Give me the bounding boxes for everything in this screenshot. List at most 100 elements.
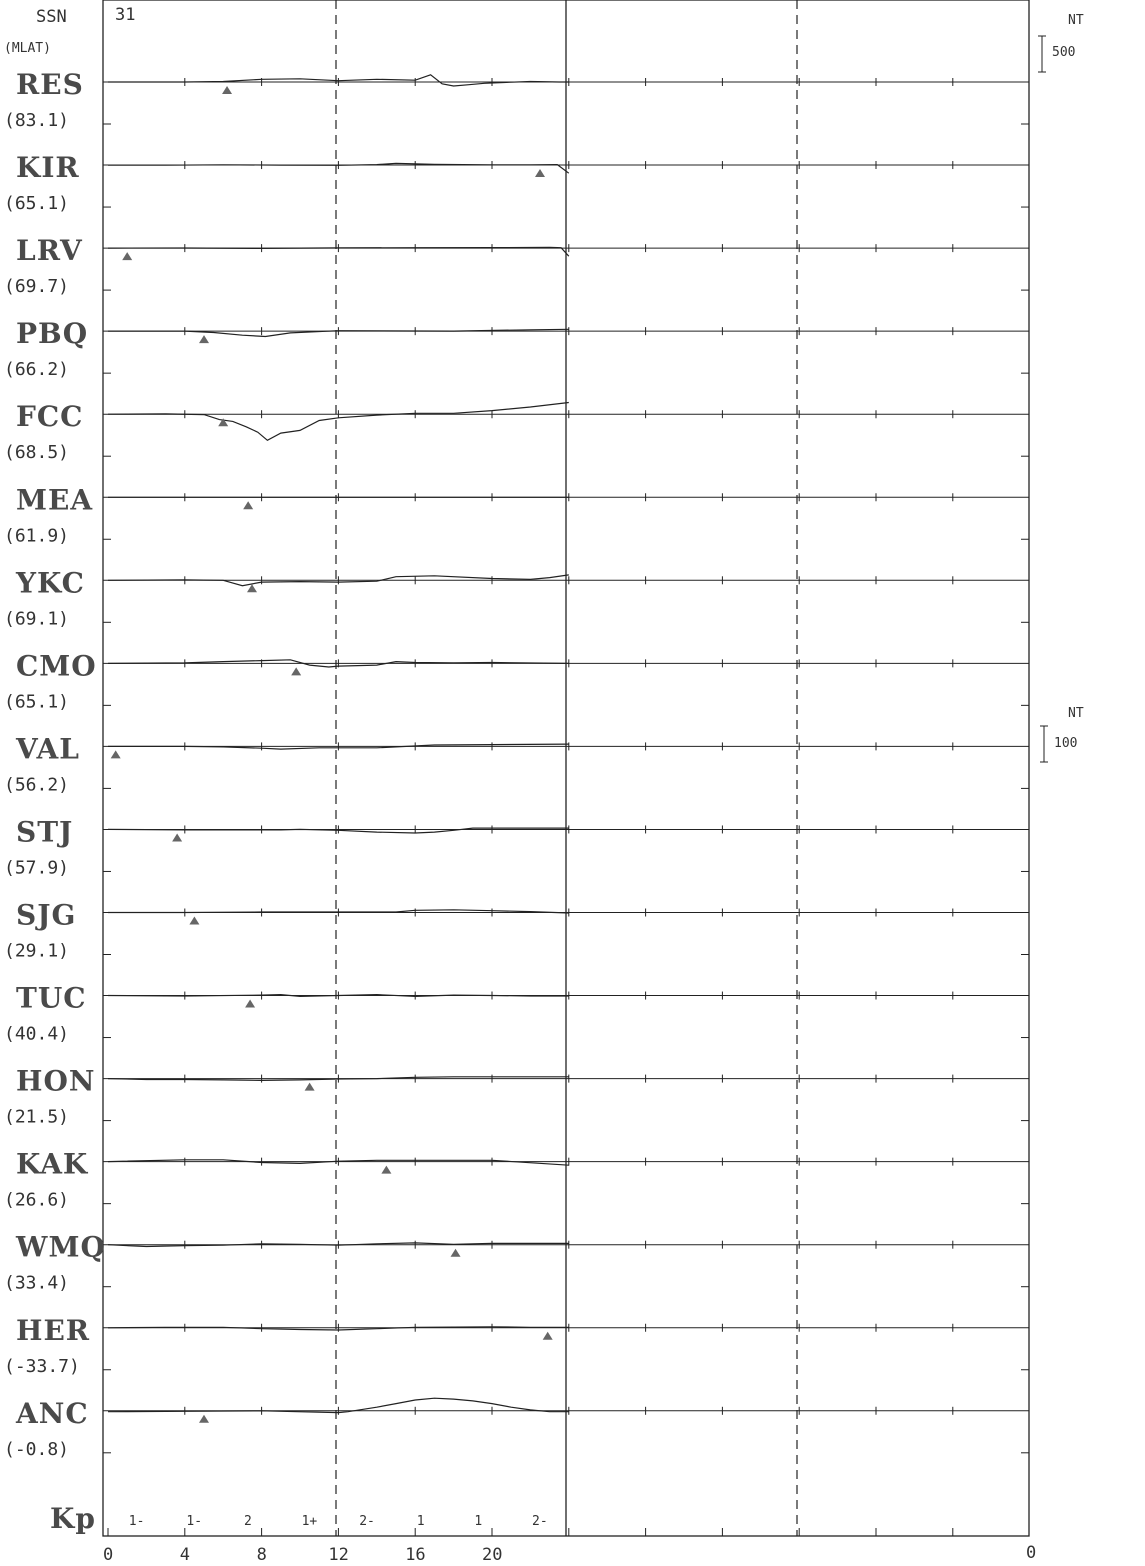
station-wmq: WMQ (33.4): [4, 1231, 1029, 1294]
station-mlat: (69.1): [4, 608, 69, 629]
station-code: VAL: [15, 732, 80, 765]
local-noon-marker: [172, 833, 183, 842]
station-mlat: (83.1): [4, 110, 69, 131]
station-kak: KAK (26.6): [4, 1148, 1029, 1211]
scale-value-top: 500: [1052, 45, 1075, 60]
trace-line: [107, 1159, 569, 1166]
station-mlat: (66.2): [4, 359, 69, 380]
station-mlat: (21.5): [4, 1107, 69, 1128]
station-her: HER (-33.7): [4, 1314, 1029, 1377]
local-noon-marker: [450, 1248, 461, 1257]
station-mlat: (26.6): [4, 1190, 69, 1211]
kp-value: 1: [474, 1514, 482, 1529]
trace-line: [107, 1326, 569, 1331]
local-noon-marker: [247, 584, 257, 593]
trace-line: [107, 659, 569, 668]
station-code: FCC: [16, 400, 83, 433]
station-code: RES: [16, 68, 84, 101]
station-mlat: (-33.7): [4, 1356, 80, 1377]
station-mlat: (-0.8): [4, 1439, 69, 1460]
station-fcc: FCC (68.5): [4, 400, 1029, 463]
station-tuc: TUC (40.4): [4, 982, 1029, 1045]
local-noon-marker: [304, 1082, 315, 1091]
station-kir: KIR (65.1): [4, 151, 1029, 214]
station-code: PBQ: [16, 317, 88, 350]
station-mlat: (69.7): [4, 276, 69, 297]
trace-line: [107, 401, 569, 442]
kp-value: 1+: [302, 1514, 318, 1529]
kp-value: 1: [417, 1514, 425, 1529]
day-label: 31: [115, 5, 135, 25]
local-noon-marker: [199, 1414, 209, 1423]
kp-value: 1-: [186, 1514, 202, 1529]
station-anc: ANC (-0.8): [4, 1397, 1029, 1460]
station-mlat: (57.9): [4, 857, 69, 878]
kp-value: 2-: [532, 1514, 548, 1529]
station-sjg: SJG (29.1): [4, 899, 1029, 962]
stations: RES (83.1) KIR (65.1) LRV (69.7) PBQ (66.2) FCC (…: [4, 68, 1029, 1460]
x-tick-label: 16: [405, 1545, 425, 1565]
station-code: STJ: [16, 815, 73, 848]
kp-value: 2-: [359, 1514, 375, 1529]
x-axis: 0 4 8 12 16 20 0: [103, 1528, 1036, 1565]
kp-values: 1- 1- 2 1+ 2- 1 1 2-: [129, 1514, 548, 1529]
trace-line: [107, 1242, 569, 1248]
scale-unit-mid: NT: [1068, 706, 1084, 721]
x-tick-label: 20: [482, 1545, 502, 1565]
x-tick-label: 0: [103, 1545, 113, 1565]
station-code: WMQ: [15, 1231, 106, 1264]
local-noon-marker: [535, 169, 545, 178]
trace-line: [107, 1397, 569, 1414]
station-stj: STJ (57.9): [4, 815, 1029, 878]
local-noon-marker: [222, 86, 233, 94]
station-cmo: CMO (65.1): [4, 649, 1029, 712]
x-end-label: 0: [1026, 1543, 1036, 1563]
station-code: MEA: [16, 483, 93, 516]
scale-value-mid: 100: [1054, 736, 1077, 751]
kp-value: 2: [244, 1514, 252, 1529]
right-ticks: [1021, 123, 1029, 1454]
trace-line: [107, 162, 570, 174]
station-pbq: PBQ (66.2): [4, 317, 1029, 380]
scale-bar-100: NT 100: [1040, 706, 1084, 763]
scale-bar-500: NT 500: [1038, 13, 1084, 73]
trace-line: [107, 993, 569, 998]
trace-line: [108, 909, 569, 914]
station-res: RES (83.1): [4, 68, 1029, 131]
station-code: KIR: [16, 151, 80, 184]
station-code: TUC: [16, 982, 87, 1015]
station-mlat: (29.1): [4, 941, 69, 962]
x-tick-label: 8: [257, 1545, 267, 1565]
station-mlat: (56.2): [4, 774, 69, 795]
scale-unit-top: NT: [1068, 13, 1084, 28]
trace-line: [107, 1076, 569, 1082]
station-code: ANC: [15, 1397, 89, 1430]
station-val: VAL (56.2): [4, 732, 1029, 795]
trace-line: [107, 827, 569, 834]
station-mlat: (68.5): [4, 442, 69, 463]
station-lrv: LRV (69.7): [4, 234, 1029, 297]
station-code: LRV: [16, 234, 83, 267]
station-hon: HON (21.5): [4, 1065, 1029, 1128]
local-noon-marker: [122, 252, 133, 261]
station-mlat: (33.4): [4, 1273, 69, 1294]
station-code: HER: [16, 1314, 90, 1347]
station-ykc: YKC (69.1): [4, 566, 1029, 629]
kp-value: 1-: [129, 1514, 145, 1529]
station-mea: MEA (61.9): [4, 483, 1029, 546]
trace-line: [107, 574, 569, 587]
mlat-label: (MLAT): [4, 41, 51, 56]
trace-line: [107, 246, 570, 257]
station-mlat: (40.4): [4, 1024, 69, 1045]
trace-line: [108, 743, 569, 750]
station-code: KAK: [16, 1148, 89, 1181]
station-mlat: (65.1): [4, 193, 69, 214]
trace-line: [108, 328, 569, 338]
x-tick-label: 12: [328, 1545, 348, 1565]
station-code: SJG: [16, 899, 76, 932]
local-noon-marker: [110, 750, 121, 759]
left-ticks: [103, 123, 111, 1454]
station-mlat: (65.1): [4, 691, 69, 712]
trace-line: [108, 74, 569, 87]
